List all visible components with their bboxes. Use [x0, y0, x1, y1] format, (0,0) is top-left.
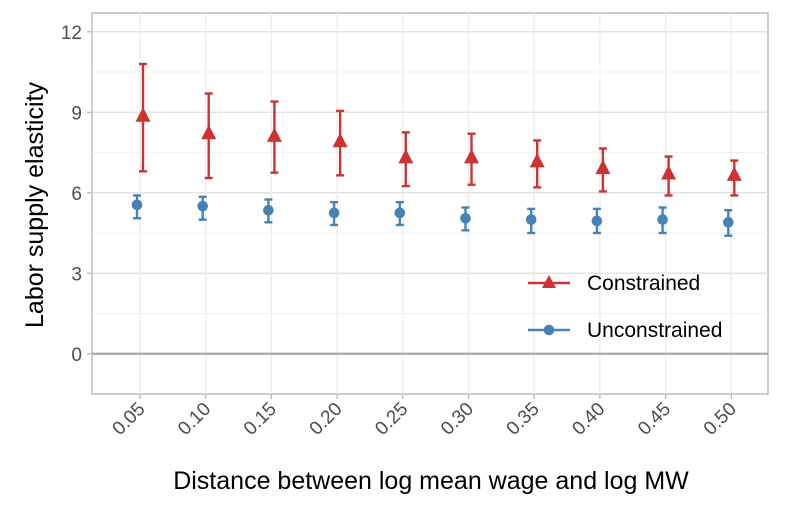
data-point-triangle — [201, 124, 217, 140]
data-point-circle — [591, 215, 603, 227]
data-point-triangle — [726, 166, 742, 181]
data-point-circle — [723, 216, 734, 228]
data-point-triangle — [398, 148, 414, 164]
y-axis-title: Labor supply elasticity — [21, 82, 49, 328]
x-tick-label: 0.05 — [109, 399, 150, 440]
data-point-circle — [657, 214, 668, 225]
data-point-circle — [131, 199, 143, 211]
data-point-triangle — [529, 152, 545, 168]
data-point-circle — [263, 204, 274, 216]
legend-key-circle — [543, 324, 555, 336]
y-tick-label: 12 — [61, 23, 82, 44]
x-tick-label: 0.10 — [174, 399, 215, 440]
data-point-triangle — [332, 132, 348, 148]
x-tick-label: 0.45 — [634, 399, 675, 440]
legend-label-unconstrained: Unconstrained — [587, 319, 722, 342]
x-tick-label: 0.50 — [700, 399, 741, 440]
data-point-circle — [460, 212, 471, 224]
data-point-triangle — [135, 107, 151, 122]
data-point-circle — [197, 200, 208, 212]
x-tick-label: 0.25 — [371, 399, 412, 440]
y-tick-label: 0 — [71, 345, 82, 366]
y-tick-label: 3 — [71, 264, 82, 285]
data-point-triangle — [595, 159, 611, 175]
y-tick-label: 9 — [71, 103, 82, 124]
x-axis-title: Distance between log mean wage and log M… — [173, 467, 689, 495]
data-point-circle — [394, 207, 406, 219]
x-tick-label: 0.30 — [437, 399, 478, 440]
series-constrained — [135, 62, 742, 197]
y-tick-label: 6 — [71, 184, 82, 205]
series-layer — [131, 62, 742, 237]
x-axis: 0.05 0.10 0.15 0.20 0.25 0.30 0.35 0.40 0.45 0.50 — [109, 394, 741, 440]
data-point-triangle — [266, 127, 282, 142]
data-point-circle — [328, 207, 340, 219]
data-point-circle — [525, 214, 537, 225]
series-unconstrained — [131, 194, 734, 237]
x-tick-label: 0.40 — [568, 399, 609, 440]
y-axis: 0 3 6 9 12 — [61, 23, 92, 366]
data-point-triangle — [661, 164, 677, 180]
legend: Constrained Unconstrained — [528, 272, 722, 342]
x-tick-label: 0.20 — [306, 399, 347, 440]
legend-key-triangle — [542, 275, 556, 288]
legend-label-constrained: Constrained — [587, 272, 700, 295]
x-tick-label: 0.35 — [503, 399, 544, 440]
x-tick-label: 0.15 — [240, 399, 281, 440]
data-point-triangle — [464, 148, 479, 164]
